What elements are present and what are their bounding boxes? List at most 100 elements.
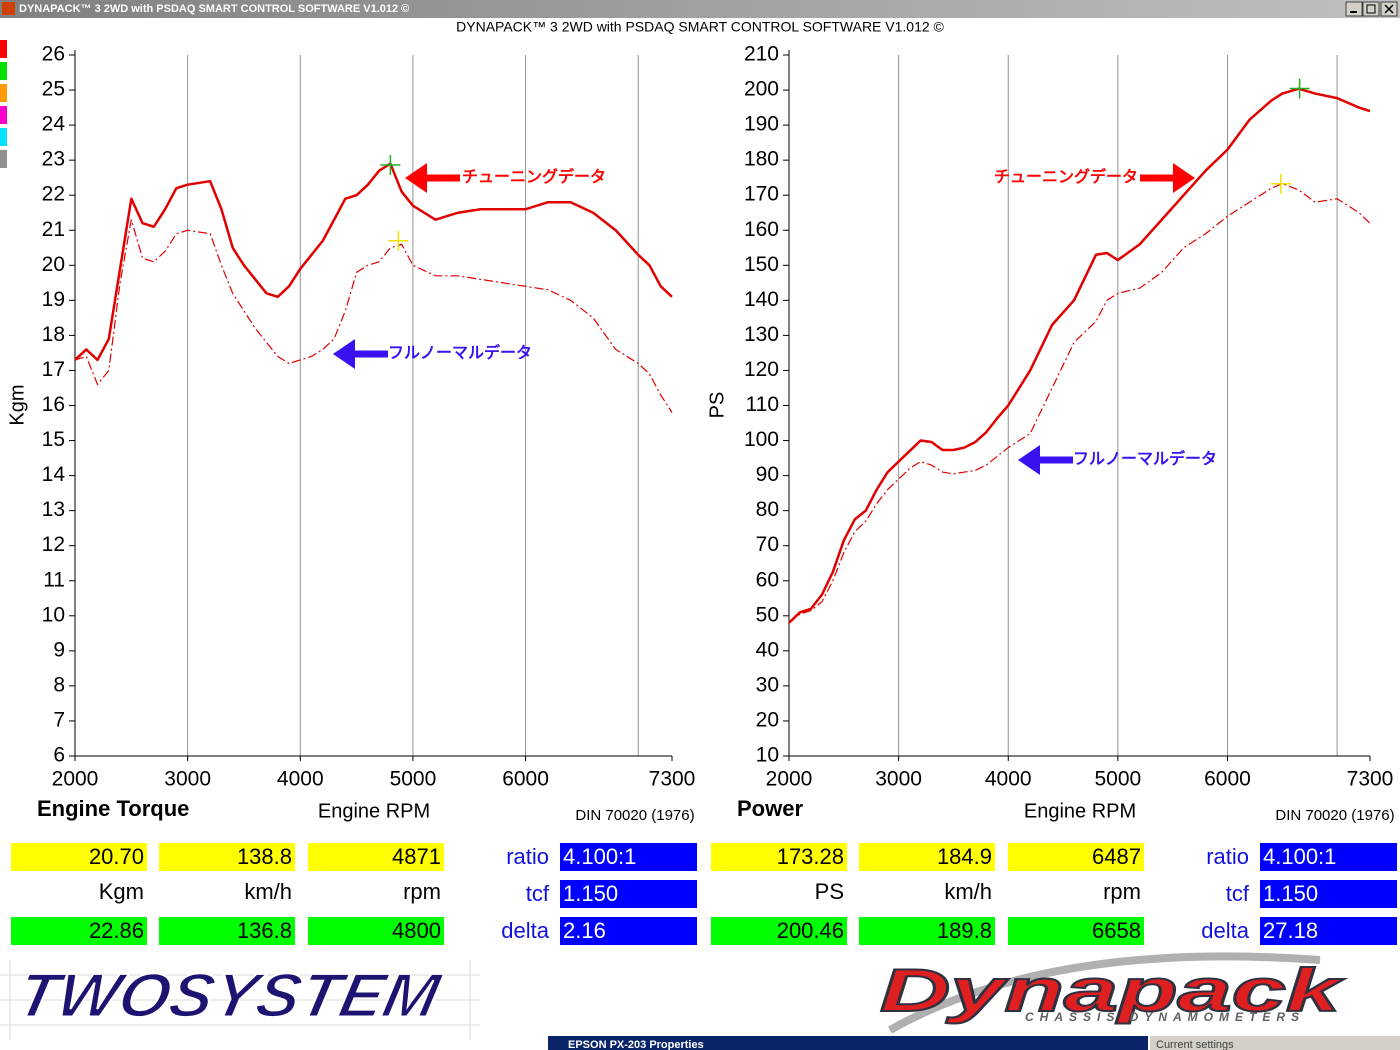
- x-tick-label: 4000: [985, 768, 1032, 791]
- readout-value: 6487: [1092, 844, 1141, 869]
- y-tick-label: 110: [746, 393, 779, 416]
- x-tick-label: 5000: [390, 768, 437, 791]
- y-tick-label: 26: [42, 43, 65, 66]
- readout-value: 138.8: [237, 844, 292, 869]
- y-tick-label: 170: [744, 183, 779, 206]
- y-tick-label: 50: [756, 603, 779, 626]
- arrow-head: [1018, 445, 1040, 475]
- x-tick-label: 6000: [502, 768, 549, 791]
- readout-box: [859, 917, 995, 945]
- taskbar-other[interactable]: [1150, 1036, 1400, 1050]
- minimize-button[interactable]: [1345, 1, 1363, 17]
- param-label: ratio: [1206, 844, 1249, 869]
- standard-note: DIN 70020 (1976): [1275, 807, 1394, 824]
- app-icon: [2, 2, 15, 15]
- y-tick-label: 25: [42, 78, 65, 101]
- readout-value: 4871: [392, 844, 441, 869]
- y-tick-label: 200: [744, 78, 779, 101]
- y-tick-label: 11: [43, 568, 65, 591]
- readout-box: [308, 843, 444, 871]
- y-tick-label: 140: [744, 288, 779, 311]
- y-tick-label: 20: [756, 708, 779, 731]
- series-line: [74, 219, 673, 413]
- readout-value: 173.28: [777, 844, 844, 869]
- readout-unit: Kgm: [99, 879, 144, 904]
- y-tick-label: 190: [744, 113, 779, 136]
- y-tick-label: 60: [756, 568, 779, 591]
- param-label: ratio: [506, 844, 549, 869]
- x-axis-label: Engine RPM: [318, 800, 430, 822]
- readout-value: 200.46: [777, 918, 844, 943]
- x-tick-label: 6000: [1204, 768, 1251, 791]
- y-tick-label: 70: [756, 533, 779, 556]
- window-title: DYNAPACK™ 3 2WD with PSDAQ SMART CONTROL…: [19, 3, 409, 15]
- y-tick-label: 16: [42, 393, 65, 416]
- cursor-marker: [1270, 173, 1291, 194]
- x-tick-label: 7300: [1347, 768, 1394, 791]
- y-tick-label: 12: [42, 533, 65, 556]
- param-box: [560, 917, 697, 945]
- param-value: 1.150: [1263, 881, 1318, 906]
- x-axis-label: Engine RPM: [1024, 800, 1136, 822]
- x-tick-label: 4000: [277, 768, 324, 791]
- y-tick-label: 19: [42, 288, 65, 311]
- param-label: delta: [501, 918, 549, 943]
- param-value: 1.150: [563, 881, 618, 906]
- param-value: 27.18: [1263, 918, 1318, 943]
- logo-text: Dynapack: [880, 957, 1344, 1024]
- readout-unit: km/h: [244, 879, 292, 904]
- logo-text: TWOSYSTEM: [11, 961, 448, 1030]
- y-tick-label: 120: [744, 358, 779, 381]
- y-tick-label: 160: [744, 218, 779, 241]
- y-tick-label: 14: [42, 463, 66, 486]
- arrow-head: [333, 339, 355, 369]
- readout-unit: rpm: [1103, 879, 1141, 904]
- y-tick-label: 130: [744, 323, 779, 346]
- series-line: [788, 87, 1371, 624]
- chart-title: Engine Torque: [37, 796, 189, 821]
- param-label: delta: [1201, 918, 1249, 943]
- readout-value: 4800: [392, 918, 441, 943]
- standard-note: DIN 70020 (1976): [575, 807, 694, 824]
- cursor-marker: [380, 155, 401, 176]
- logo-right: Dynapack CHASSIS DYNAMOMETERS: [879, 952, 1345, 1034]
- x-tick-label: 3000: [164, 768, 211, 791]
- y-tick-label: 210: [744, 43, 779, 66]
- taskbar-other-title: Current settings: [1156, 1039, 1234, 1050]
- taskbar: EPSON PX-203 Properties Current settings: [548, 1036, 1400, 1050]
- taskbar-window-title: EPSON PX-203 Properties: [568, 1039, 704, 1050]
- readout-box: [711, 843, 847, 871]
- logo-subtext: CHASSIS DYNAMOMETERS: [1025, 1010, 1305, 1024]
- y-tick-label: 17: [42, 358, 65, 381]
- readout-value: 189.8: [937, 918, 992, 943]
- series-line: [74, 162, 673, 362]
- maximize-button[interactable]: [1362, 1, 1380, 17]
- param-box: [1260, 917, 1397, 945]
- readout-unit: rpm: [403, 879, 441, 904]
- y-tick-label: 15: [42, 428, 65, 451]
- y-tick-label: 7: [53, 708, 65, 731]
- readout-box: [859, 843, 995, 871]
- logo-left: TWOSYSTEM: [0, 960, 480, 1040]
- annotation: フルノーマルデータ: [388, 343, 532, 362]
- y-axis-label: PS: [706, 392, 728, 419]
- y-tick-label: 40: [756, 638, 779, 661]
- taskbar-window[interactable]: [548, 1036, 1148, 1050]
- y-tick-label: 23: [42, 148, 65, 171]
- y-tick-label: 10: [756, 744, 779, 767]
- y-tick-label: 8: [53, 673, 65, 696]
- x-tick-label: 5000: [1095, 768, 1142, 791]
- y-tick-label: 80: [756, 498, 779, 521]
- channel-swatches: [0, 40, 7, 168]
- annotation: チューニングデータ: [462, 167, 606, 186]
- x-tick-label: 2000: [766, 768, 813, 791]
- header-title: DYNAPACK™ 3 2WD with PSDAQ SMART CONTROL…: [456, 19, 944, 35]
- param-box: [1260, 880, 1397, 908]
- arrow-head: [1173, 163, 1195, 193]
- cursor-marker: [388, 230, 409, 251]
- series-line: [788, 183, 1371, 624]
- annotation: チューニングデータ: [994, 167, 1138, 186]
- param-box: [1260, 843, 1397, 871]
